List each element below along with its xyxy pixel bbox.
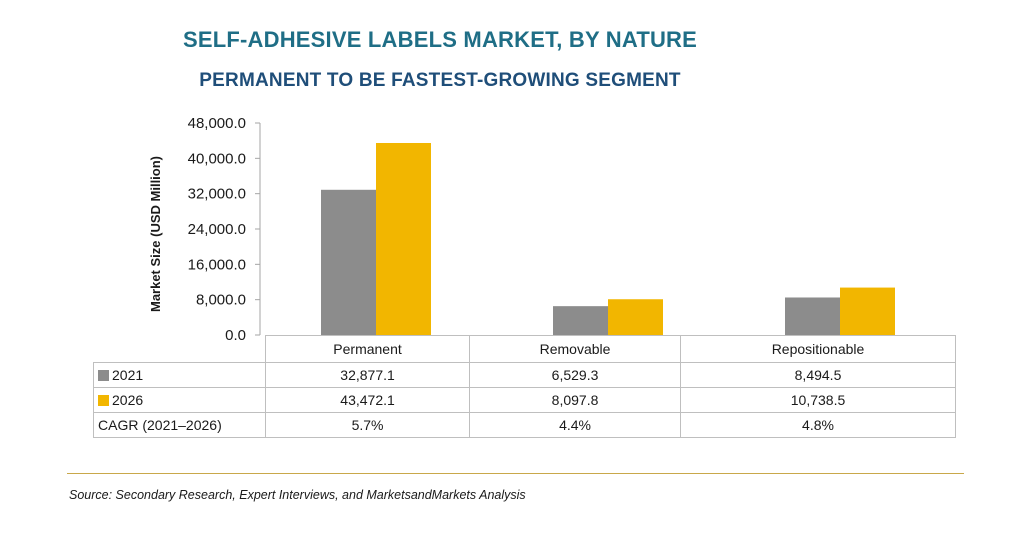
table-cell: 4.4% <box>469 412 682 438</box>
y-tick-label: 48,000.0 <box>188 115 246 132</box>
table-row-2026: 2026 43,472.1 8,097.8 10,738.5 <box>93 387 956 413</box>
table-row-2021: 2021 32,877.1 6,529.3 8,494.5 <box>93 362 956 388</box>
category-label: Removable <box>469 335 682 363</box>
source-note: Source: Secondary Research, Expert Inter… <box>69 488 526 502</box>
divider-rule <box>67 473 964 474</box>
table-cell: 5.7% <box>264 412 471 438</box>
series-name: 2021 <box>112 367 144 383</box>
bar-2021-repositionable <box>785 297 840 335</box>
bars-group <box>321 142 895 335</box>
bar-2026-removable <box>608 299 663 335</box>
category-label: Repositionable <box>680 335 956 363</box>
y-tick-label: 40,000.0 <box>188 150 246 167</box>
table-cell: 10,738.5 <box>680 387 956 413</box>
table-cell: 43,472.1 <box>264 387 471 413</box>
chart-title: SELF-ADHESIVE LABELS MARKET, BY NATURE <box>182 27 698 52</box>
y-tick-label: 8,000.0 <box>196 292 246 309</box>
table-cell: 6,529.3 <box>469 362 682 388</box>
table-header-row: Permanent Removable Repositionable <box>93 335 956 363</box>
y-tick-label: 32,000.0 <box>188 186 246 203</box>
category-label: Permanent <box>264 335 471 363</box>
table-corner <box>93 335 266 363</box>
table-cell: 4.8% <box>680 412 956 438</box>
series-legend-2026: 2026 <box>93 387 266 413</box>
table-cell: 32,877.1 <box>264 362 471 388</box>
bar-chart: 0.08,000.016,000.024,000.032,000.040,000… <box>148 115 895 340</box>
bar-2021-permanent <box>321 189 376 335</box>
bar-2026-repositionable <box>840 287 895 335</box>
bar-2026-permanent <box>376 142 431 335</box>
y-axis: 0.08,000.016,000.024,000.032,000.040,000… <box>188 115 261 340</box>
bar-2021-removable <box>553 306 608 335</box>
y-axis-label: Market Size (USD Million) <box>148 156 163 312</box>
y-tick-label: 24,000.0 <box>188 221 246 238</box>
table-cell: 8,097.8 <box>469 387 682 413</box>
data-table: Permanent Removable Repositionable 2021 … <box>93 335 956 438</box>
series-name: 2026 <box>112 392 144 408</box>
legend-swatch-2026 <box>98 395 109 406</box>
legend-swatch-2021 <box>98 370 109 381</box>
cagr-label: CAGR (2021–2026) <box>93 412 266 438</box>
table-row-cagr: CAGR (2021–2026) 5.7% 4.4% 4.8% <box>93 412 956 438</box>
y-tick-label: 16,000.0 <box>188 256 246 273</box>
table-cell: 8,494.5 <box>680 362 956 388</box>
series-legend-2021: 2021 <box>93 362 266 388</box>
chart-subtitle: PERMANENT TO BE FASTEST-GROWING SEGMENT <box>199 70 681 91</box>
